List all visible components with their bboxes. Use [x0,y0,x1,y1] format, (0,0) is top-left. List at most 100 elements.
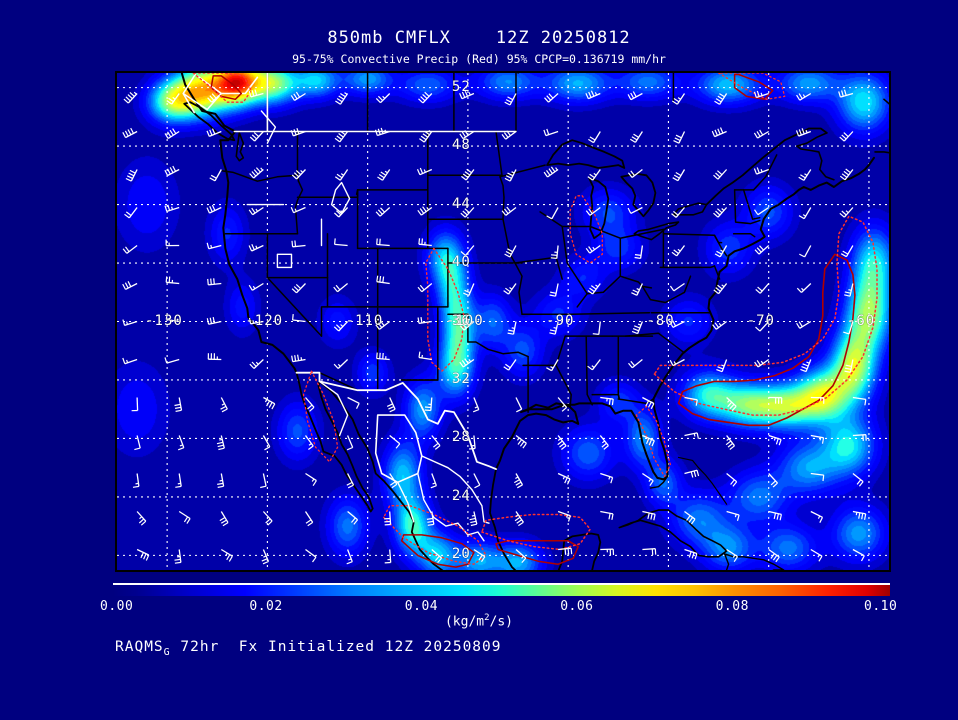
border-mexico-state-chihuahua [374,414,423,484]
wind-barb [684,432,699,439]
wind-barb [839,168,854,181]
wind-barb [684,548,698,560]
lon-label-80w: -80 [646,312,675,329]
wind-barb [473,473,481,489]
contour-95pct-quebec [733,73,774,101]
state-boundary-56 [752,154,778,191]
state-boundary-39 [662,265,716,269]
wind-barb [503,283,517,295]
wind-barb [753,167,769,175]
wind-barb [669,358,685,367]
wind-barb [754,245,770,255]
state-boundary-31 [539,211,591,228]
colorbar [113,583,890,596]
contour-75pct-florida [635,405,672,478]
wind-barb [346,473,355,489]
coastline-gulf-and-atlantic [495,156,875,481]
wind-barb [335,92,349,105]
wind-barb [291,354,306,363]
wind-barb [798,169,812,181]
coastline-puget-sound [235,132,245,162]
wind-barb [249,167,264,179]
colorbar-tick-3: 0.06 [560,599,594,614]
wind-barb [305,397,315,412]
wind-barb [711,127,727,138]
wind-barb [642,396,655,410]
wind-barb [261,549,270,565]
wind-barb [627,91,643,101]
wind-barb [459,358,475,368]
border-us-mexico [295,371,497,470]
wind-barb [376,352,390,361]
border-mexico-state-tamaulipas [471,488,490,524]
wind-barb [334,169,349,181]
contour-75pct-quebec [717,73,786,100]
wind-barb [374,127,390,137]
wind-barb [852,434,867,441]
wind-barb [810,434,825,444]
state-boundary-35 [619,275,653,289]
wind-barb [852,472,864,487]
state-boundary-47 [617,335,621,400]
wind-barb [714,245,728,258]
coastline-bahamas [677,456,728,505]
wind-barb [600,548,615,556]
wind-barb [587,283,601,295]
wind-barb [219,511,229,527]
wind-barb [634,245,644,259]
coastline-lake-ontario [672,202,708,216]
wind-barb [248,244,264,252]
coastline-pacific [180,73,298,374]
state-boundary-51 [527,335,566,367]
wind-barb [389,473,398,489]
wind-barb [262,511,273,526]
wind-barb [755,283,770,294]
wind-barb [123,91,138,104]
wind-barb [588,131,601,144]
wind-barb [248,206,264,216]
wind-barb [557,472,571,485]
wind-barb [546,359,559,372]
lat-label-28: 28 [451,429,471,446]
wind-barb [249,131,264,142]
contour-75pct-mexico [383,505,487,565]
wind-barb [673,131,686,144]
wind-barb [768,396,783,404]
wind-barb [755,321,770,332]
wind-barb [600,472,614,484]
wind-barb [426,511,435,526]
lat-label-32: 32 [451,370,471,387]
lat-label-40: 40 [451,254,471,271]
wind-barb [558,547,573,555]
wind-barb [165,239,180,247]
wind-barb [629,131,643,143]
wind-barb [768,510,782,521]
state-boundary-59 [732,233,756,238]
state-boundary-40 [641,275,692,304]
wind-barb [810,548,823,562]
wind-barb [557,510,571,522]
lon-label-130w: -130 [145,312,183,329]
wind-barb [346,549,353,565]
wind-barb [796,320,812,329]
lon-label-90w: -90 [546,312,575,329]
wind-barb [796,283,812,293]
wind-barb [346,435,354,451]
wind-barb [840,245,854,258]
wind-barb [631,283,643,296]
colorbar-tick-5: 0.10 [864,599,898,614]
wind-barb [178,510,191,524]
wind-barb [334,238,348,247]
wind-barb [375,320,391,330]
wind-barb [753,129,770,139]
wind-barb [507,321,517,335]
border-bc-inlet [182,92,223,111]
state-boundary-32 [589,225,622,277]
border-mexico-state-sinaloa [397,481,415,523]
footer-model-name: RAQMS [115,639,164,655]
lat-label-44: 44 [451,195,471,212]
wind-barb [206,242,222,250]
state-boundary-27 [514,262,523,315]
wind-barb [177,435,185,451]
wind-barb [347,510,359,525]
